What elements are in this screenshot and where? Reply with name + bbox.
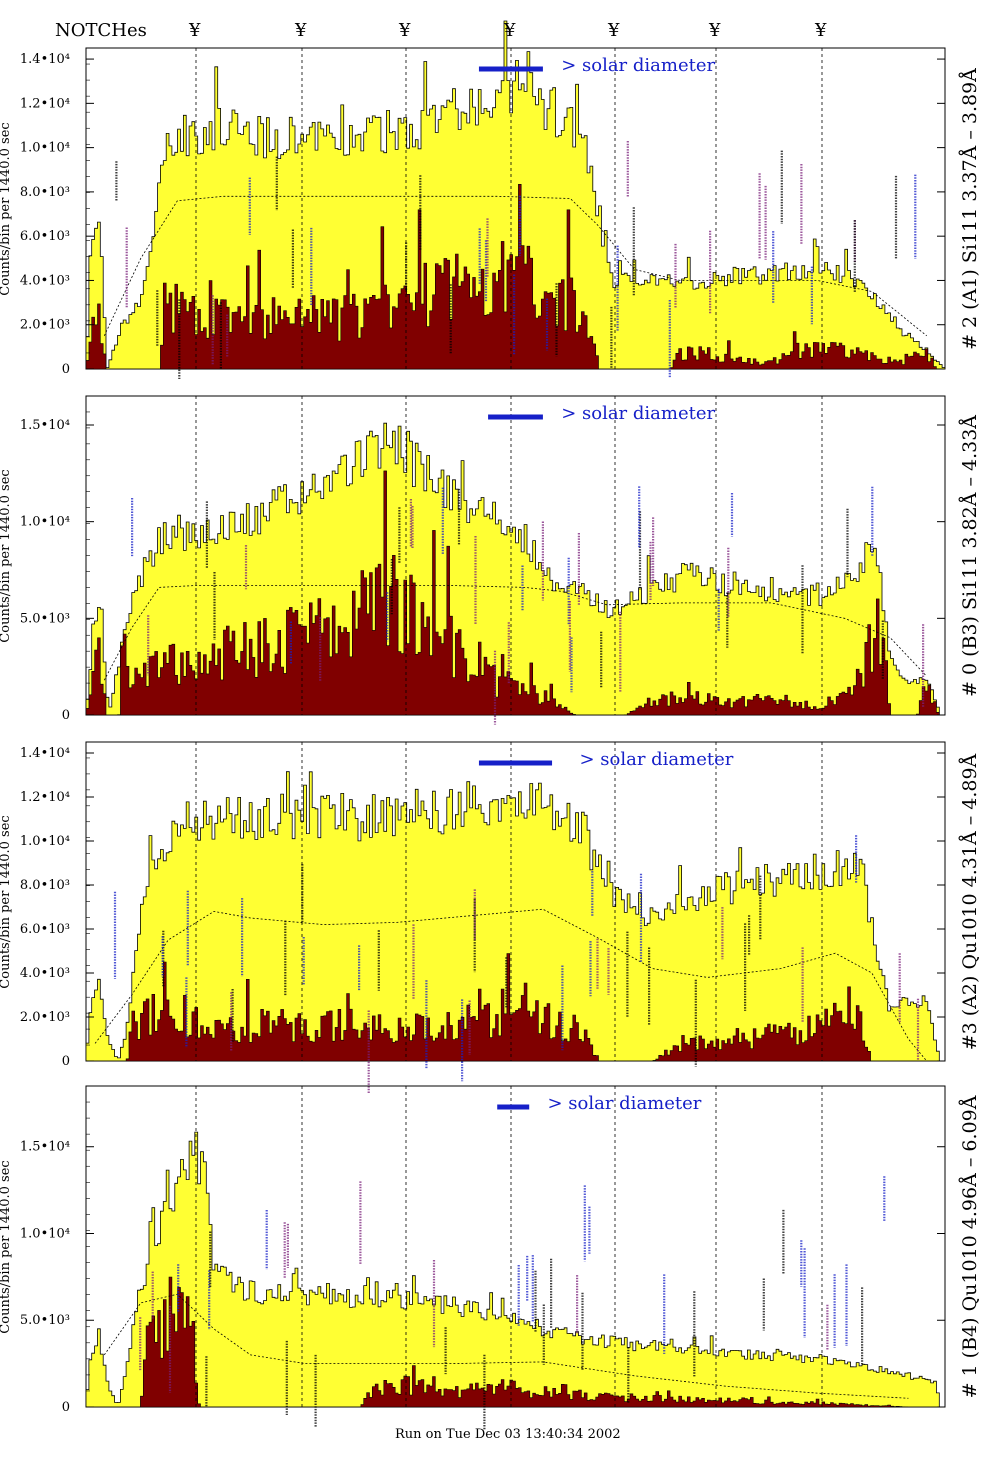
y-tick-label: 1.5•10⁴ [20,418,70,433]
y-tick-label: 0 [62,362,70,377]
panel-title: # 0 (B3) Si111 3.82Å – 4.33Å [959,414,981,697]
y-tick-label: 5.0•10³ [20,1313,70,1328]
subset-counts-histogram [85,184,945,370]
subset-counts-histogram [86,1276,945,1408]
panel-title: # 1 (B4) Qu1010 4.96Å – 6.09Å [959,1095,981,1398]
solar-diameter-label: > solar diameter [561,403,716,424]
y-tick-label: 8.0•10³ [20,878,70,893]
y-tick-label: 1.0•10⁴ [20,515,70,530]
notch-marker-6: ¥ [709,20,721,41]
chart-panel-4: 0 5.0•10³ 1.0•10⁴ 1.5•10⁴ [20,1085,946,1430]
y-tick-label: 2.0•10³ [20,318,70,333]
y-tick-label: 1.0•10⁴ [20,141,70,156]
notch-marker-5: ¥ [608,20,620,41]
subset-counts-histogram [86,953,945,1062]
chart-panel-1: 0 2.0•10³ 4.0•10³ 6.0•10³ 8.0•10³ 1.0•10⁴ 1.2•… [20,20,946,379]
total-counts-histogram [85,771,945,1062]
y-tick-label: 6.0•10³ [20,922,70,937]
expected-profile-curve [103,585,927,681]
chart-panel-3: 0 2.0•10³ 4.0•10³ 6.0•10³ 8.0•10³ 1.0•10⁴ 1.2•… [20,741,946,1095]
solar-diameter-label: > solar diameter [547,1093,702,1114]
y-tick-label: 1.0•10⁴ [20,834,70,849]
notch-marker-3: ¥ [399,20,411,41]
y-tick-label: 1.4•10⁴ [20,746,70,761]
y-tick-label: 2.0•10³ [20,1010,70,1025]
solar-diameter-label: > solar diameter [579,749,734,770]
y-axis-label: Counts/bin per 1440.0 sec [0,468,13,643]
y-tick-label: 5.0•10³ [20,611,70,626]
y-tick-label: 1.0•10⁴ [20,1226,70,1241]
chart-panel-2: 0 5.0•10³ 1.0•10⁴ 1.5•10⁴ [20,395,946,725]
notch-marker-2: ¥ [295,20,307,41]
y-axis-label: Counts/bin per 1440.0 sec [0,814,13,989]
y-tick-label: 1.4•10⁴ [20,52,70,67]
y-tick-label: 0 [62,708,70,723]
y-tick-label: 1.2•10⁴ [20,790,70,805]
notch-marker-4: ¥ [504,20,516,41]
subset-counts-histogram [85,470,945,716]
notches-label: NOTCHes [55,20,147,41]
y-tick-label: 6.0•10³ [20,229,70,244]
y-tick-label: 4.0•10³ [20,273,70,288]
y-tick-label: 8.0•10³ [20,185,70,200]
notch-marker-1: ¥ [189,20,201,41]
y-tick-label: 1.2•10⁴ [20,96,70,111]
y-axis-label: Counts/bin per 1440.0 sec [0,121,13,296]
total-counts-histogram [85,1131,945,1408]
y-tick-label: 1.5•10⁴ [20,1140,70,1155]
total-counts-histogram [85,20,946,370]
panel-title: # 2 (A1) Si111 3.37Å – 3.89Å [959,67,981,350]
run-timestamp: Run on Tue Dec 03 13:40:34 2002 [395,1427,621,1442]
y-tick-label: 4.0•10³ [20,966,70,981]
expected-profile-curve [103,195,927,337]
y-tick-label: 0 [62,1400,70,1415]
panel-title: #3 (A2) Qu1010 4.31Å – 4.89Å [959,753,981,1050]
solar-diameter-label: > solar diameter [561,55,716,76]
notch-marker-7: ¥ [815,20,827,41]
y-tick-label: 0 [62,1054,70,1069]
y-axis-label: Counts/bin per 1440.0 sec [0,1159,13,1334]
